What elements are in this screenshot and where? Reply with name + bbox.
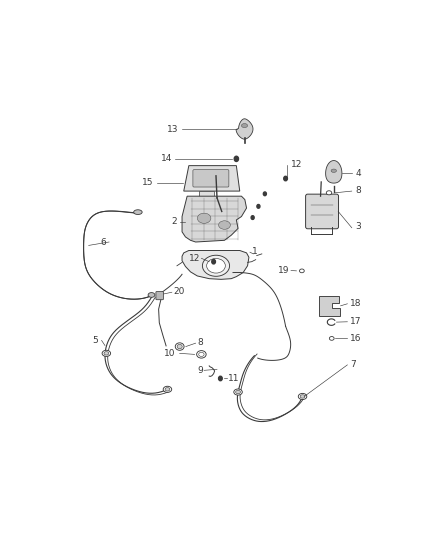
- Ellipse shape: [251, 216, 254, 220]
- Polygon shape: [325, 160, 342, 183]
- Text: 14: 14: [160, 155, 172, 163]
- Text: 4: 4: [355, 169, 361, 178]
- Polygon shape: [199, 191, 214, 197]
- Ellipse shape: [284, 176, 287, 181]
- Text: 12: 12: [291, 160, 302, 169]
- Polygon shape: [182, 196, 247, 242]
- Ellipse shape: [234, 389, 242, 395]
- Ellipse shape: [298, 393, 307, 400]
- Text: 9: 9: [198, 366, 203, 375]
- Ellipse shape: [197, 351, 206, 358]
- Text: 1: 1: [251, 247, 258, 256]
- Polygon shape: [182, 251, 249, 279]
- Ellipse shape: [199, 352, 204, 357]
- Text: 2: 2: [171, 217, 177, 226]
- Ellipse shape: [102, 350, 110, 357]
- Text: 17: 17: [350, 317, 362, 326]
- Text: 10: 10: [164, 349, 175, 358]
- Ellipse shape: [219, 376, 222, 381]
- Text: 20: 20: [173, 287, 184, 296]
- Polygon shape: [236, 119, 253, 139]
- Ellipse shape: [257, 205, 260, 208]
- Text: 3: 3: [355, 222, 361, 231]
- Text: 15: 15: [141, 178, 153, 187]
- Ellipse shape: [241, 124, 247, 127]
- Ellipse shape: [300, 269, 304, 273]
- Text: 16: 16: [350, 334, 362, 343]
- Polygon shape: [319, 296, 340, 316]
- Text: 7: 7: [350, 360, 356, 369]
- Ellipse shape: [207, 259, 225, 273]
- Ellipse shape: [234, 156, 239, 161]
- Text: 18: 18: [350, 300, 362, 308]
- Text: 13: 13: [167, 125, 179, 134]
- Ellipse shape: [326, 191, 332, 195]
- Ellipse shape: [236, 390, 240, 394]
- Ellipse shape: [165, 387, 170, 391]
- Ellipse shape: [212, 260, 215, 264]
- Ellipse shape: [219, 221, 230, 229]
- FancyBboxPatch shape: [156, 292, 163, 300]
- Ellipse shape: [163, 386, 172, 392]
- Text: 8: 8: [197, 338, 203, 347]
- Text: 5: 5: [92, 336, 98, 345]
- Ellipse shape: [175, 343, 184, 350]
- Polygon shape: [184, 166, 240, 191]
- Ellipse shape: [134, 210, 142, 214]
- Ellipse shape: [197, 213, 211, 223]
- FancyBboxPatch shape: [193, 169, 229, 187]
- Ellipse shape: [104, 352, 109, 355]
- Ellipse shape: [148, 293, 155, 297]
- Ellipse shape: [331, 169, 336, 172]
- Text: 11: 11: [228, 374, 240, 383]
- Text: 19: 19: [277, 266, 289, 275]
- FancyBboxPatch shape: [306, 194, 339, 229]
- Ellipse shape: [202, 255, 230, 276]
- Ellipse shape: [177, 344, 182, 349]
- Ellipse shape: [329, 336, 334, 340]
- Ellipse shape: [263, 192, 266, 196]
- Ellipse shape: [300, 395, 305, 398]
- Text: 8: 8: [355, 186, 361, 195]
- Text: 12: 12: [189, 254, 200, 263]
- Text: 6: 6: [100, 238, 106, 246]
